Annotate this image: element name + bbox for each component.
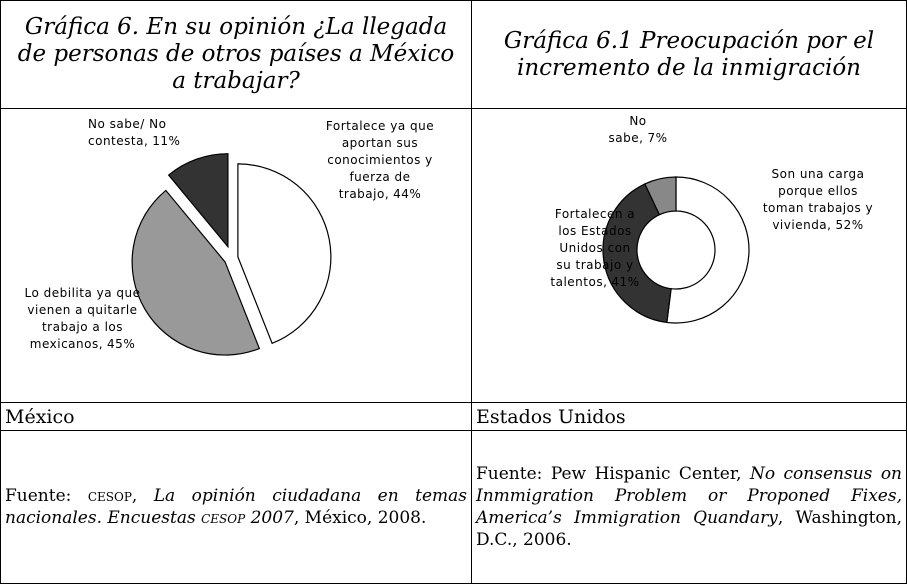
slice xyxy=(602,183,672,324)
country: Estados Unidos xyxy=(476,406,626,428)
slice-value: 11% xyxy=(152,134,181,148)
slice xyxy=(131,189,261,356)
slice-label: Lo debilita ya que vienen a quitarle tra… xyxy=(20,285,145,353)
source-cell: Fuente: Pew Hispanic Center, No consensu… xyxy=(471,430,907,584)
slice-category: Fortalece ya que aportan sus conocimient… xyxy=(325,119,435,201)
slice-label: No sabe/ No contesta, 11% xyxy=(88,116,208,150)
source-segment: 2007 xyxy=(245,508,294,528)
slice-label: Fortalecen a los Estados Unidos con su t… xyxy=(550,206,640,291)
header-cell: Gráfica 6. En su opinión ¿La llegada de … xyxy=(0,0,472,109)
source-text: Fuente: cesop, La opinión ciudadana en t… xyxy=(5,485,467,529)
slice xyxy=(167,153,229,249)
slice-value: 41% xyxy=(611,275,640,289)
source-segment: No consensus on Inmmigration Problem or … xyxy=(476,464,903,528)
source-segment: Fuente: Pew Hispanic Center, xyxy=(476,464,750,484)
country: México xyxy=(5,406,75,428)
source-segment: , México, 2008. xyxy=(293,508,427,528)
slice-category: Fortalecen a los Estados Unidos con su t… xyxy=(550,207,636,289)
slice xyxy=(237,163,332,345)
slice-category: No sabe, xyxy=(608,114,647,145)
slice-category: Son una carga porque ellos toman trabajo… xyxy=(762,167,874,232)
slice-label: Son una carga porque ellos toman trabajo… xyxy=(762,166,874,234)
slice-label: No sabe, 7% xyxy=(598,113,678,147)
slice-value: 52% xyxy=(835,218,864,232)
source-segment: , xyxy=(131,486,154,506)
source-cell: Fuente: cesop, La opinión ciudadana en t… xyxy=(0,430,472,584)
slice-value: 45% xyxy=(107,337,136,351)
slice-category: Lo debilita ya que vienen a quitarle tra… xyxy=(24,286,141,351)
source-segment: cesop xyxy=(87,486,132,506)
source-segment: , Washington, D.C., 2006. xyxy=(476,508,902,550)
chart-title: Gráfica 6. En su opinión ¿La llegada de … xyxy=(17,14,455,94)
source-segment: cesop xyxy=(201,508,246,528)
slice-label: Fortalece ya que aportan sus conocimient… xyxy=(325,118,435,203)
source-segment: La opinión ciudadana en temas nacionales… xyxy=(5,486,468,528)
source-segment: Fuente: xyxy=(5,486,88,506)
source-text: Fuente: Pew Hispanic Center, No consensu… xyxy=(476,463,902,551)
slice xyxy=(644,176,677,216)
slice xyxy=(666,176,750,324)
slice-value: 7% xyxy=(647,131,668,145)
chart-title: Gráfica 6.1 Preocupación por el incremen… xyxy=(503,27,875,81)
slice-category: No sabe/ No contesta, xyxy=(88,117,167,148)
slice-value: 44% xyxy=(393,187,422,201)
